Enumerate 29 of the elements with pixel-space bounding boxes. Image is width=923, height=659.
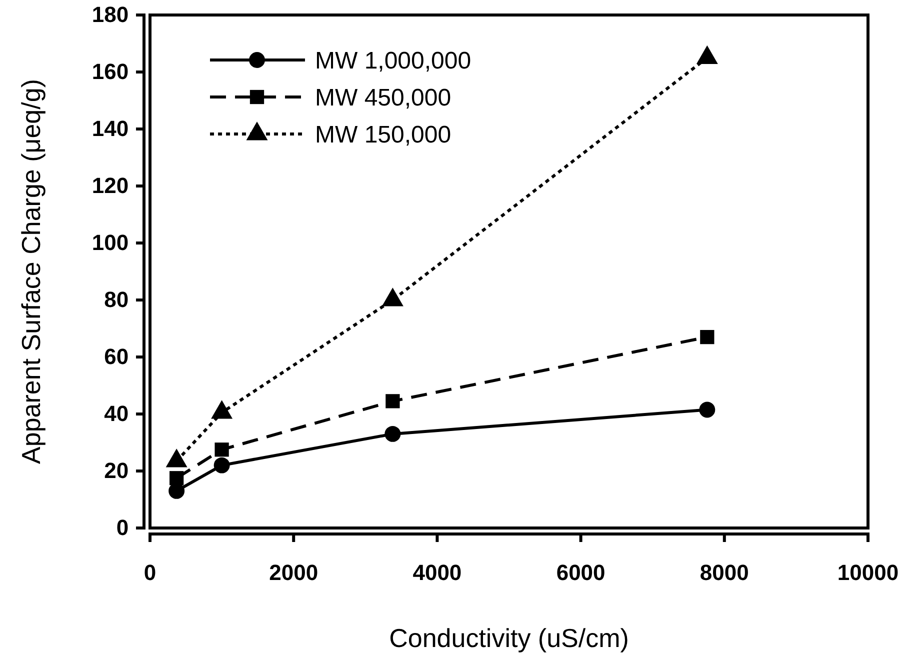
point	[384, 426, 401, 442]
point	[214, 457, 230, 474]
point	[700, 330, 714, 344]
x-tick-label: 2000	[269, 560, 318, 586]
point	[696, 45, 718, 64]
y-tick-label: 180	[92, 2, 129, 28]
x-tick-label: 8000	[700, 560, 749, 586]
x-axis-title: Conductivity (uS/cm)	[389, 623, 629, 653]
y-tick-label: 60	[104, 344, 129, 370]
y-tick-label: 140	[92, 116, 129, 142]
x-tick-label: 10000	[837, 560, 899, 586]
y-tick-label: 160	[92, 59, 129, 84]
legend-label: MW 450,000	[315, 84, 452, 112]
point	[386, 394, 400, 408]
point	[214, 442, 229, 457]
point	[699, 402, 716, 418]
x-tick-label: 6000	[556, 560, 606, 586]
y-axis-title: Apparent Surface Charge (μeq/g)	[16, 79, 46, 464]
y-tick-label: 120	[92, 173, 129, 198]
y-tick-label: 80	[104, 287, 129, 312]
y-tick-label: 20	[104, 458, 129, 484]
point	[169, 471, 184, 486]
legend-label: MW 1,000,000	[315, 47, 472, 74]
x-tick-label: 4000	[412, 560, 462, 586]
y-tick-label: 0	[116, 515, 129, 540]
y-tick-label: 40	[104, 401, 129, 426]
x-tick-label: 0	[144, 560, 156, 586]
legend-label: MW 150,000	[315, 121, 452, 148]
y-tick-label: 100	[92, 230, 129, 256]
